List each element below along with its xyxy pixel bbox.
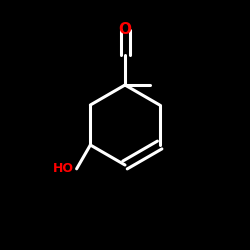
Text: O: O: [118, 22, 132, 38]
Text: HO: HO: [53, 162, 74, 175]
